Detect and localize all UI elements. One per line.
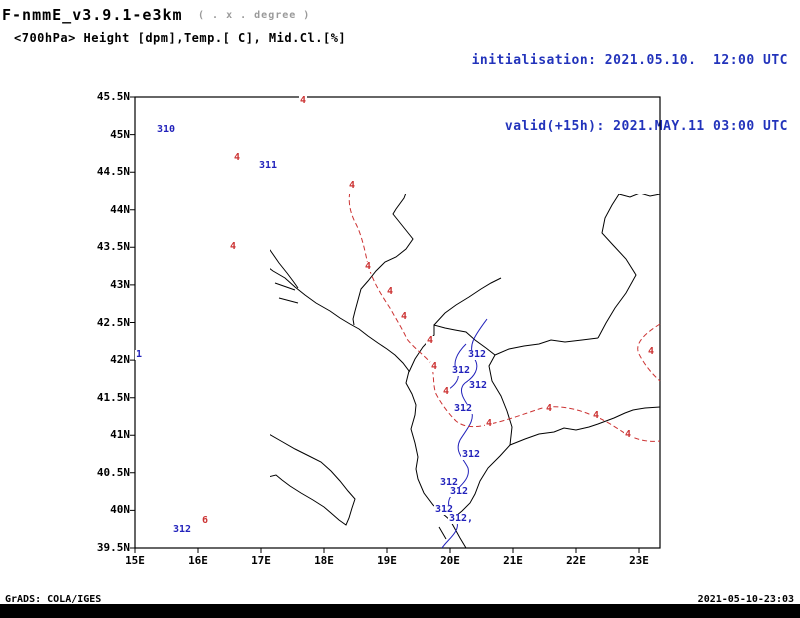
- coastline-layer: [270, 268, 467, 549]
- y-axis-tick-label: 41N: [110, 428, 130, 442]
- contour-label-height: 312: [438, 477, 460, 488]
- bottom-bar: [0, 604, 800, 618]
- border-slovenia-croatia: [143, 97, 213, 127]
- contour-label-height: 312: [452, 403, 474, 414]
- x-axis-tick-label: 15E: [125, 554, 145, 567]
- contour-label-temp: 4: [544, 403, 554, 414]
- contour-label-height: 312: [171, 524, 193, 535]
- contour-label-temp: 4: [232, 152, 242, 163]
- temp-contour-6-southwest: [135, 494, 233, 548]
- coastline-dalmatia-albania-greece: [270, 268, 467, 549]
- height-contour-311: [135, 97, 296, 359]
- model-title-note: ( . x . degree ): [198, 10, 311, 21]
- contour-label-height: 312,: [447, 513, 475, 524]
- axis-tick-marks: [130, 96, 640, 553]
- run-info-block: initialisation: 2021.05.10. 12:00 UTC va…: [472, 6, 788, 161]
- x-axis-tick-label: 16E: [188, 554, 208, 567]
- contour-label-temp: 4: [399, 311, 409, 322]
- coastline-italy-adriatic: [270, 434, 356, 526]
- creation-timestamp: 2021-05-10-23:03: [697, 594, 794, 605]
- x-axis-tick-label: 18E: [314, 554, 334, 567]
- contour-label-temp: 4: [385, 286, 395, 297]
- x-axis-tick-label: 19E: [377, 554, 397, 567]
- temp-contour-4-west: [135, 97, 240, 367]
- contour-label-temp: 4: [425, 335, 435, 346]
- border-bosnia-serbia-montenegro: [352, 194, 414, 326]
- adriatic-islands: [274, 282, 447, 540]
- contour-label-temp: 4: [363, 261, 373, 272]
- y-axis-tick-label: 43.5N: [96, 240, 130, 254]
- contour-label-height: 312: [448, 486, 470, 497]
- model-title: F-nmmE_v3.9.1-e3km: [2, 6, 183, 24]
- height-contour-layer: [135, 97, 488, 549]
- contour-label-height: 312: [450, 365, 472, 376]
- map-layers: [135, 97, 661, 549]
- contour-label-height: 310: [155, 124, 177, 135]
- border-croatia-bosnia: [270, 249, 299, 289]
- y-axis-tick-label: 39.5N: [96, 541, 130, 554]
- contour-label-temp: 4: [441, 386, 451, 397]
- contour-label-height: 311: [257, 160, 279, 171]
- plot-frame: [134, 96, 661, 549]
- contour-label-height: 1: [134, 349, 144, 360]
- contour-label-temp: 6: [200, 515, 210, 526]
- border-layer: [143, 97, 661, 521]
- contour-label-temp: 4: [484, 418, 494, 429]
- y-axis-tick-label: 41.5N: [96, 390, 130, 404]
- contour-label-height: 312: [433, 504, 455, 515]
- valid-time-line: valid(+15h): 2021.MAY.11 03:00 UTC: [504, 119, 788, 135]
- contour-label-height: 312: [466, 349, 488, 360]
- x-axis-tick-label: 23E: [629, 554, 649, 567]
- field-subtitle: <700hPa> Height [dpm],Temp.[ C], Mid.Cl.…: [14, 31, 347, 45]
- contour-label-temp: 4: [429, 361, 439, 372]
- contour-label-height: 312: [467, 380, 489, 391]
- contour-label-temp: 4: [228, 241, 238, 252]
- temp-contour-4-east-arc: [637, 323, 661, 382]
- contour-label-temp: 4: [591, 410, 601, 421]
- temp-contour-layer: [135, 97, 661, 548]
- y-axis-tick-label: 44N: [110, 202, 130, 216]
- grads-credit: GrADS: COLA/IGES: [5, 594, 102, 605]
- y-axis-tick-label: 40N: [110, 503, 130, 517]
- temp-contour-4-main: [348, 194, 661, 442]
- x-axis-tick-label: 17E: [251, 554, 271, 567]
- x-axis-tick-label: 20E: [440, 554, 460, 567]
- y-axis-tick-label: 45.5N: [96, 90, 130, 103]
- contour-label-temp: 4: [347, 180, 357, 191]
- contour-label-height: 312: [460, 449, 482, 460]
- y-axis-tick-label: 40.5N: [96, 465, 130, 479]
- contour-label-temp: 4: [623, 429, 633, 440]
- contour-label-temp: 4: [298, 95, 308, 106]
- y-axis-tick-label: 43N: [110, 277, 130, 291]
- y-axis-tick-label: 44.5N: [96, 165, 130, 179]
- y-axis-tick-label: 42N: [110, 353, 130, 367]
- x-axis-tick-label: 22E: [566, 554, 586, 567]
- x-axis-tick-label: 21E: [503, 554, 523, 567]
- y-axis-tick-label: 42.5N: [96, 315, 130, 329]
- y-axis-tick-label: 45N: [110, 127, 130, 141]
- contour-label-temp: 4: [646, 346, 656, 357]
- border-albania-montenegro-macedonia: [408, 277, 599, 373]
- border-serbia-romania-bulgaria: [597, 194, 661, 339]
- initialisation-line: initialisation: 2021.05.10. 12:00 UTC: [471, 53, 788, 69]
